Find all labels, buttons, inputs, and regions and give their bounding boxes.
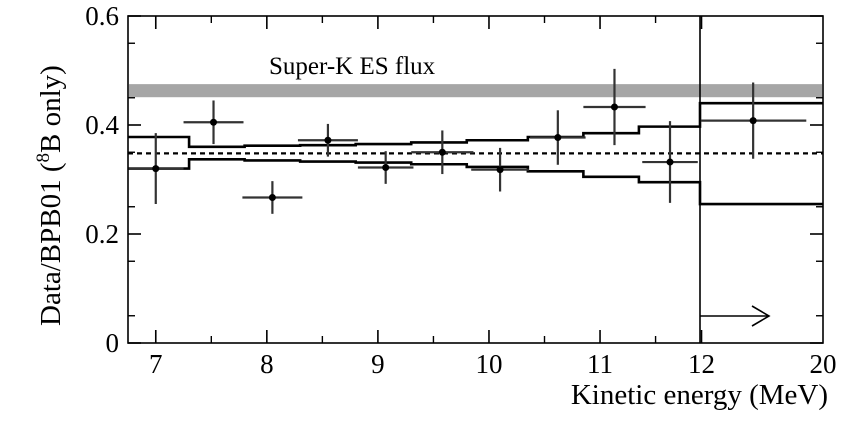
y-tick-label: 0.4: [85, 110, 119, 140]
data-point-marker: [438, 148, 446, 156]
data-point: [471, 147, 529, 192]
data-point-marker: [382, 164, 390, 172]
data-point: [642, 121, 698, 203]
data-point-marker: [666, 158, 674, 166]
x-tick-label: 11: [587, 349, 613, 379]
super-k-es-band-label: Super-K ES flux: [269, 53, 436, 80]
x-axis-label: Kinetic energy (MeV): [571, 379, 828, 411]
x-tick-label: 7: [149, 349, 163, 379]
super-k-es-band: [129, 84, 822, 98]
data-point-marker: [152, 165, 160, 173]
data-point: [357, 151, 414, 184]
data-point-marker: [749, 117, 757, 125]
data-point: [530, 110, 586, 165]
plot-frame: [127, 15, 824, 344]
data-point: [411, 130, 474, 175]
data-point-marker: [554, 134, 562, 142]
data-point-marker: [268, 193, 276, 201]
data-point-marker: [210, 118, 218, 126]
x-tick-label: 10: [475, 349, 502, 379]
x-tick-label: 12: [688, 349, 715, 379]
x-tick-label: 9: [371, 349, 385, 379]
data-point-marker: [496, 166, 504, 174]
data-point-marker: [610, 103, 618, 111]
y-axis-label-superscript: 8: [33, 153, 54, 163]
y-axis-label-tail: B only): [35, 65, 67, 153]
y-axis-ticks: 0 0.2 0.4 0.6: [85, 1, 823, 358]
y-tick-label: 0: [106, 328, 120, 358]
x-tick-label: 8: [260, 349, 274, 379]
data-point: [242, 181, 303, 214]
data-point: [583, 68, 646, 146]
systematic-band-lower: [128, 158, 823, 206]
data-point: [128, 133, 184, 205]
systematic-band-upper: [128, 101, 823, 149]
data-point: [183, 100, 244, 145]
threshold-arrow-head: [751, 305, 771, 327]
y-axis-label: Data/BPB01 (8B only): [33, 65, 67, 326]
data-point: [700, 82, 807, 159]
x-tick-label: 20: [810, 349, 837, 379]
x-axis-ticks: 7 8 9 10 11 12 20: [149, 16, 837, 379]
y-tick-label: 0.2: [85, 219, 119, 249]
data-points: [128, 68, 807, 214]
data-point: [297, 123, 358, 157]
y-tick-label: 0.6: [85, 1, 119, 31]
y-axis-label-main: Data/BPB01 (: [35, 162, 67, 326]
data-point-marker: [324, 136, 332, 144]
